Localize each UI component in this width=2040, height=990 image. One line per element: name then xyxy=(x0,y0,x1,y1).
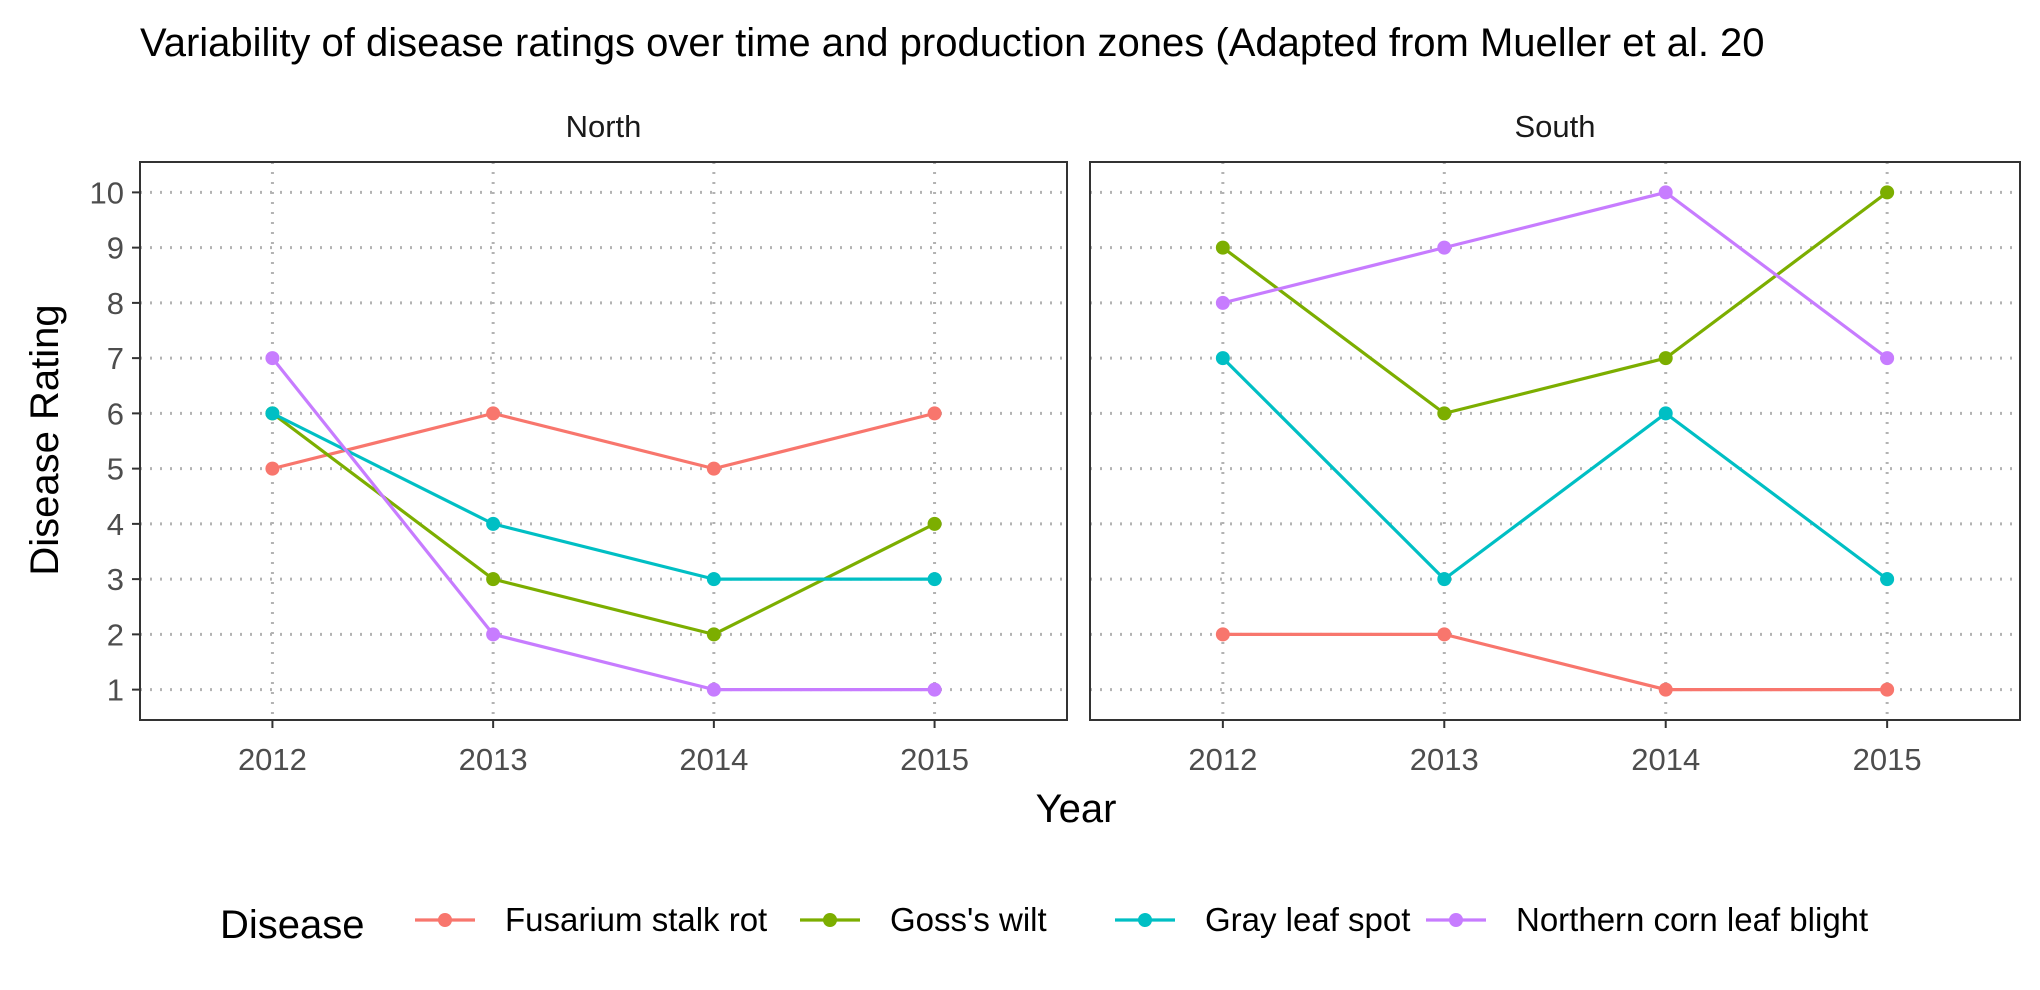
series-northern-corn-leaf-blight xyxy=(1215,185,1895,366)
data-point xyxy=(927,516,942,531)
x-axis-title: Year xyxy=(1036,787,1117,831)
panel-south: South 2012 2013 2014 2015 xyxy=(1089,109,2021,777)
data-point xyxy=(1658,406,1673,421)
data-point xyxy=(1658,682,1673,697)
data-point xyxy=(1437,572,1452,587)
series-line xyxy=(1222,632,1888,692)
x-tick-label: 2015 xyxy=(900,742,969,777)
x-tick-label: 2014 xyxy=(1631,742,1700,777)
series-fusarium-stalk-rot xyxy=(1215,627,1895,697)
legend-key-point xyxy=(1449,913,1463,927)
x-tick-label: 2013 xyxy=(459,742,528,777)
data-point xyxy=(486,406,501,421)
y-tick-label: 5 xyxy=(107,452,124,487)
data-point xyxy=(1658,351,1673,366)
data-point xyxy=(706,572,721,587)
data-point xyxy=(1880,572,1895,587)
data-point xyxy=(265,351,280,366)
data-point xyxy=(1215,295,1230,310)
data-point xyxy=(927,682,942,697)
data-point xyxy=(1215,240,1230,255)
series-line xyxy=(1222,190,1889,360)
legend-key-point xyxy=(823,913,837,927)
legend-title: Disease xyxy=(220,903,365,947)
legend-items: Fusarium stalk rot Goss's wilt Gray leaf s… xyxy=(415,901,1868,938)
data-point xyxy=(1215,627,1230,642)
series-line xyxy=(1221,356,1889,581)
x-tick-label: 2013 xyxy=(1410,742,1479,777)
series-line xyxy=(272,411,935,471)
series-northern-corn-leaf-blight xyxy=(265,351,942,697)
facet-panels: North 2012 2013 2014 2015 1 2 3 4 5 6 7 8 9 10 South 201… xyxy=(90,109,2021,777)
legend-item-label: Fusarium stalk rot xyxy=(505,901,767,938)
data-point xyxy=(265,406,280,421)
data-point xyxy=(486,516,501,531)
legend-item-gray-leaf-spot: Gray leaf spot xyxy=(1115,901,1410,938)
data-point xyxy=(1880,682,1895,697)
legend-item-goss-s-wilt: Goss's wilt xyxy=(800,901,1047,938)
data-point xyxy=(1658,185,1673,200)
data-point xyxy=(706,461,721,476)
legend: Disease Fusarium stalk rot Goss's wilt Gra… xyxy=(220,901,1868,947)
y-tick-label: 4 xyxy=(107,507,124,542)
y-tick-label: 10 xyxy=(90,175,124,210)
data-point xyxy=(1880,185,1895,200)
data-point xyxy=(706,627,721,642)
x-tick-label: 2015 xyxy=(1853,742,1922,777)
series-gray-leaf-spot xyxy=(1215,351,1895,587)
legend-item-label: Gray leaf spot xyxy=(1205,901,1410,938)
legend-item-northern-corn-leaf-blight: Northern corn leaf blight xyxy=(1426,901,1868,938)
panel-border xyxy=(1089,161,2021,721)
data-point xyxy=(1215,351,1230,366)
data-point xyxy=(265,461,280,476)
panel-border xyxy=(139,161,1068,721)
y-tick-label: 9 xyxy=(107,231,124,266)
series-line xyxy=(271,357,935,692)
legend-item-fusarium-stalk-rot: Fusarium stalk rot xyxy=(415,901,767,938)
panel-strip-label: North xyxy=(566,109,642,144)
x-tick-label: 2012 xyxy=(238,742,307,777)
y-tick-label: 3 xyxy=(107,562,124,597)
data-point xyxy=(1437,240,1452,255)
x-tick-label: 2014 xyxy=(679,742,748,777)
series-gray-leaf-spot xyxy=(265,406,942,587)
panel-north: North 2012 2013 2014 2015 1 2 3 4 5 6 7 8 9 10 xyxy=(90,109,1068,777)
legend-key-point xyxy=(1138,913,1152,927)
y-tick-label: 1 xyxy=(107,673,124,708)
series-line xyxy=(271,411,935,581)
data-point xyxy=(1437,406,1452,421)
legend-key-point xyxy=(438,913,452,927)
data-point xyxy=(927,572,942,587)
y-tick-label: 8 xyxy=(107,286,124,321)
data-point xyxy=(706,682,721,697)
legend-item-label: Northern corn leaf blight xyxy=(1516,901,1868,938)
chart-title: Variability of disease ratings over time… xyxy=(140,21,1765,65)
series-fusarium-stalk-rot xyxy=(265,406,942,476)
data-point xyxy=(486,627,501,642)
data-point xyxy=(1880,351,1895,366)
data-point xyxy=(927,406,942,421)
data-point xyxy=(1437,627,1452,642)
y-tick-label: 6 xyxy=(107,396,124,431)
y-tick-label: 2 xyxy=(107,617,124,652)
panel-strip-label: South xyxy=(1514,109,1595,144)
y-tick-label: 7 xyxy=(107,341,124,376)
data-point xyxy=(486,572,501,587)
x-tick-label: 2012 xyxy=(1188,742,1257,777)
legend-item-label: Goss's wilt xyxy=(890,901,1047,938)
series-line xyxy=(1221,191,1889,415)
y-axis-title: Disease Rating xyxy=(23,304,67,575)
